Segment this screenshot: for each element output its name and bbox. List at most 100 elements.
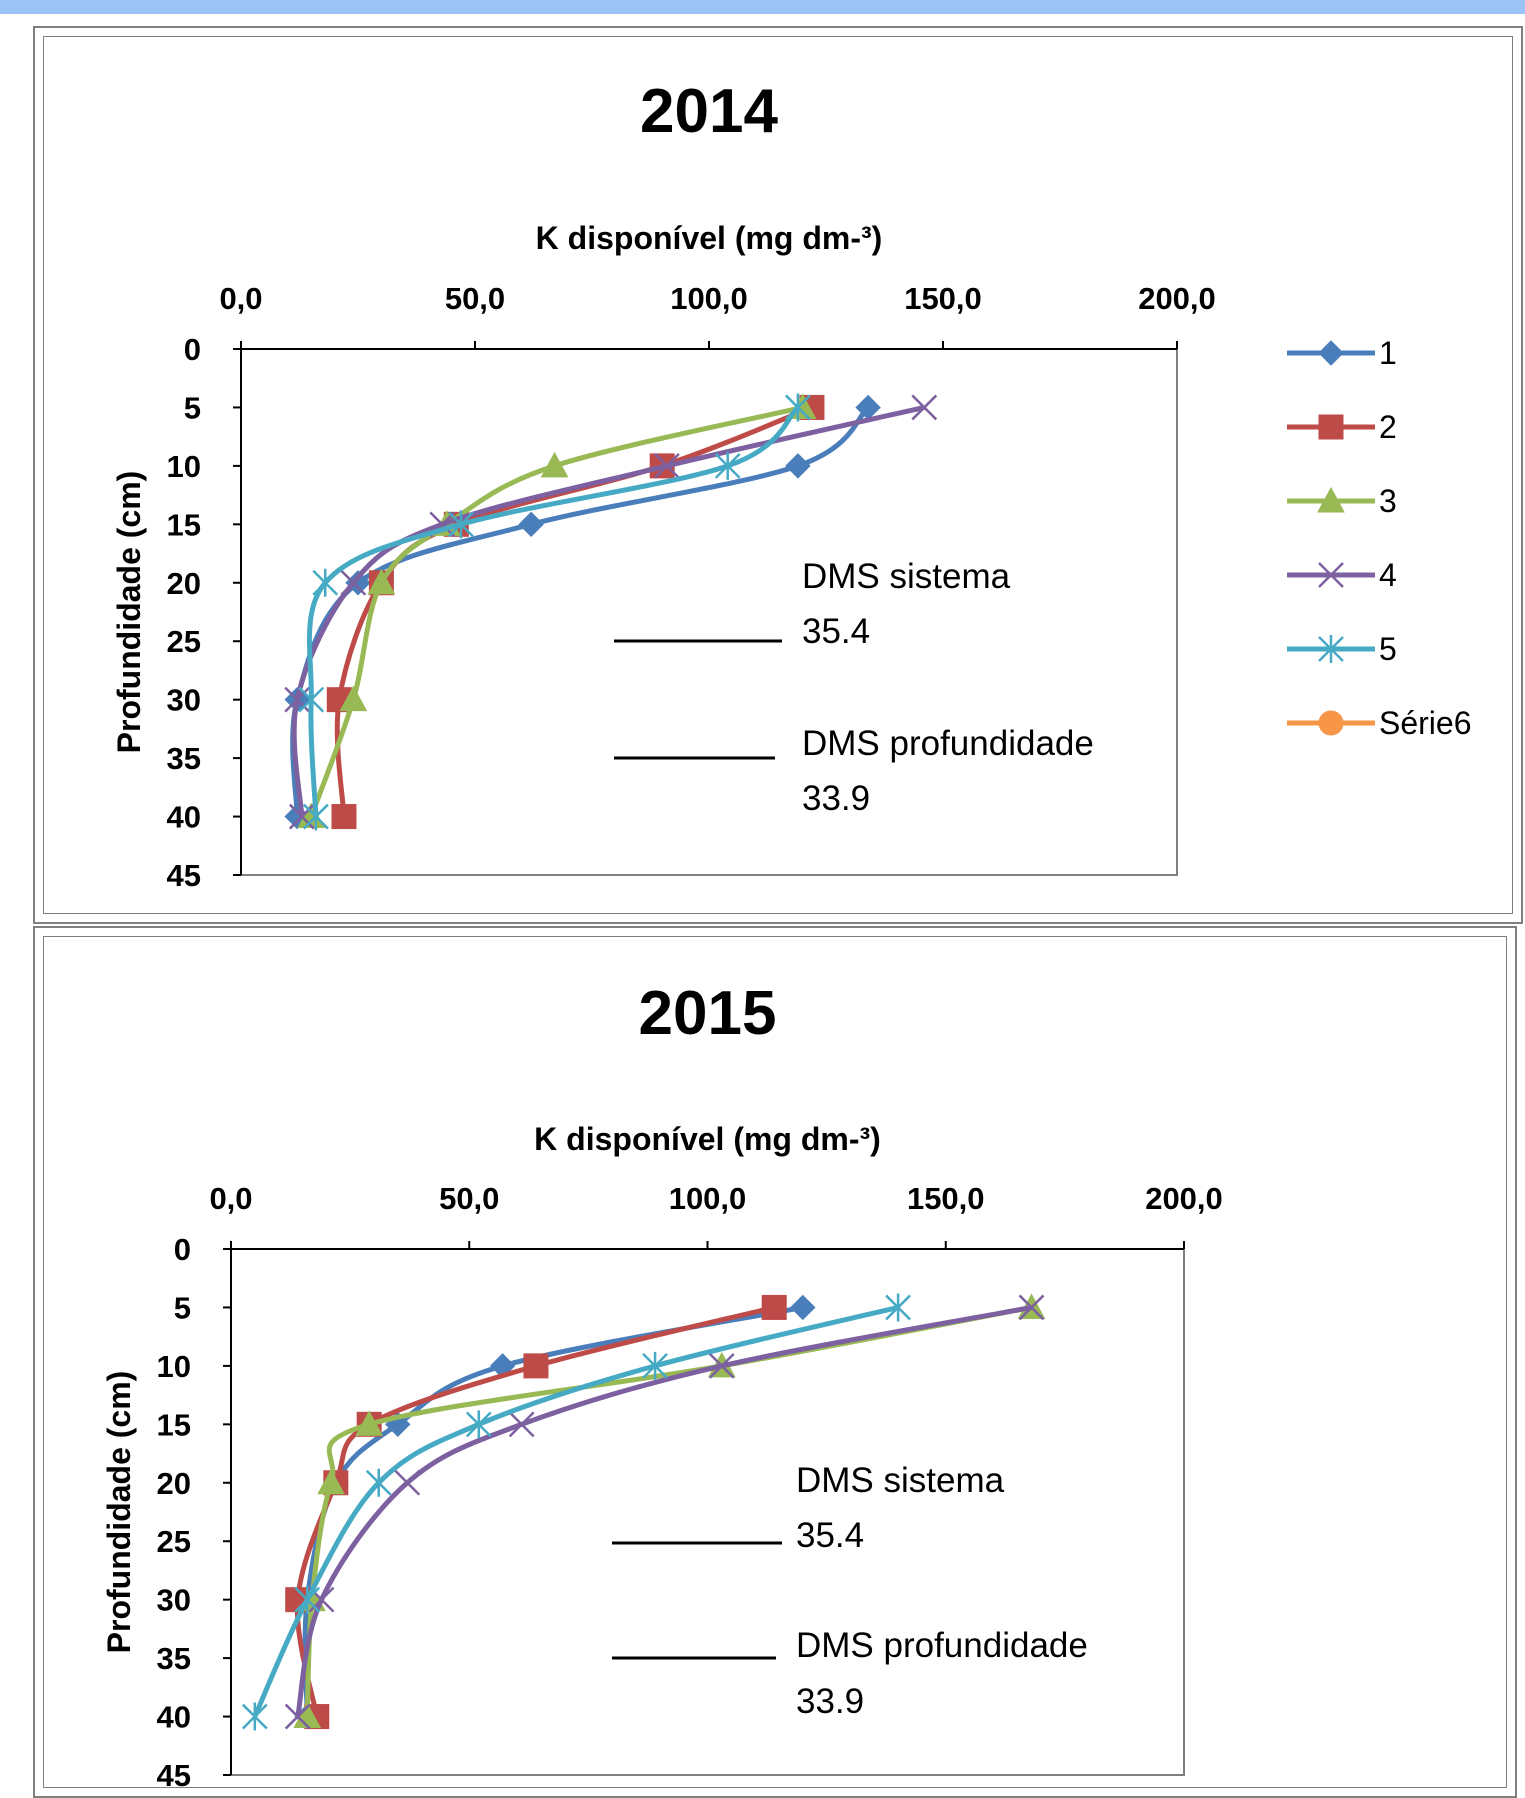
legend-label: 5 xyxy=(1379,631,1397,667)
data-point xyxy=(241,1702,268,1731)
y-tick-label: 35 xyxy=(167,741,201,776)
y-tick-label: 0 xyxy=(184,332,201,367)
dms-value: 33.9 xyxy=(796,1682,864,1721)
y-tick-label: 25 xyxy=(157,1524,191,1559)
data-point xyxy=(284,1703,311,1730)
data-point xyxy=(365,1468,392,1497)
dms-label: DMS profundidade xyxy=(802,724,1094,763)
legend: 1 2 3 4 5 Série6 xyxy=(1287,335,1472,741)
data-point xyxy=(465,1410,492,1439)
data-point xyxy=(790,1294,816,1321)
x-axis-label: K disponível (mg dm-³) xyxy=(534,1121,881,1157)
data-point xyxy=(339,685,368,712)
dms-value: 35.4 xyxy=(796,1516,864,1555)
y-tick-label: 45 xyxy=(167,858,201,893)
legend-label: Série6 xyxy=(1379,705,1472,741)
legend-marker xyxy=(1318,414,1344,440)
data-point xyxy=(448,510,474,539)
chart-title: 2014 xyxy=(640,77,778,146)
y-tick-label: 45 xyxy=(157,1758,191,1793)
x-tick-label: 0,0 xyxy=(219,281,262,316)
x-tick-label: 150,0 xyxy=(904,281,982,316)
y-tick-label: 5 xyxy=(184,390,201,425)
data-point xyxy=(284,686,311,713)
data-point xyxy=(288,803,315,830)
dms-value: 35.4 xyxy=(802,612,870,651)
series-line xyxy=(290,405,870,817)
data-point xyxy=(508,1411,535,1438)
x-tick-label: 200,0 xyxy=(1145,1181,1223,1216)
dms-label: DMS sistema xyxy=(796,1461,1005,1500)
x-tick-label: 50,0 xyxy=(445,281,505,316)
data-point xyxy=(298,685,325,714)
data-point xyxy=(885,1293,911,1322)
y-tick-label: 20 xyxy=(167,566,201,601)
x-axis-label: K disponível (mg dm-³) xyxy=(536,220,883,256)
data-point xyxy=(394,1469,421,1496)
data-point xyxy=(331,804,357,830)
x-tick-label: 200,0 xyxy=(1138,281,1216,316)
y-tick-label: 30 xyxy=(157,1583,191,1618)
chart-frame-2014 xyxy=(33,26,1523,924)
y-axis-label: Profundidade (cm) xyxy=(111,471,147,754)
y-tick-label: 0 xyxy=(174,1232,191,1267)
legend-label: 2 xyxy=(1379,409,1397,445)
y-tick-label: 20 xyxy=(157,1466,191,1501)
legend-marker xyxy=(1317,486,1345,513)
y-tick-label: 40 xyxy=(157,1700,191,1735)
top-bar xyxy=(0,0,1525,14)
data-point xyxy=(302,802,329,831)
chart-title: 2015 xyxy=(639,979,777,1048)
legend-label: 4 xyxy=(1379,557,1397,593)
y-tick-label: 15 xyxy=(167,507,201,542)
data-point xyxy=(785,453,811,479)
data-point xyxy=(312,568,339,597)
data-point xyxy=(294,1585,321,1614)
y-tick-label: 30 xyxy=(167,683,201,718)
dms-label: DMS profundidade xyxy=(796,1626,1088,1665)
y-tick-label: 35 xyxy=(157,1641,191,1676)
legend-marker xyxy=(1318,340,1344,366)
y-tick-label: 15 xyxy=(157,1407,191,1442)
data-point xyxy=(911,394,938,421)
y-axis-label: Profundidade (cm) xyxy=(101,1371,137,1654)
x-tick-label: 100,0 xyxy=(670,281,748,316)
data-point xyxy=(714,451,741,480)
legend-marker xyxy=(1318,562,1344,588)
x-tick-label: 50,0 xyxy=(439,1181,499,1216)
series-5 xyxy=(298,393,811,831)
series-line xyxy=(334,405,813,817)
data-point xyxy=(518,511,544,538)
x-tick-label: 100,0 xyxy=(669,1181,747,1216)
data-point xyxy=(761,1294,787,1320)
data-point xyxy=(523,1353,549,1379)
y-tick-label: 40 xyxy=(167,800,201,835)
x-tick-label: 150,0 xyxy=(907,1181,985,1216)
chart-frame-2015 xyxy=(33,926,1517,1798)
series-2 xyxy=(285,1294,787,1730)
legend-label: 3 xyxy=(1379,483,1397,519)
series-line xyxy=(252,1305,899,1718)
data-point xyxy=(340,569,367,596)
legend-marker xyxy=(1318,710,1344,736)
legend-label: 1 xyxy=(1379,335,1397,371)
y-tick-label: 25 xyxy=(167,624,201,659)
y-tick-label: 10 xyxy=(157,1349,191,1384)
plot-area xyxy=(230,1248,1185,1776)
y-tick-label: 10 xyxy=(167,449,201,484)
data-point xyxy=(540,451,569,478)
y-tick-label: 5 xyxy=(174,1290,191,1325)
data-point xyxy=(367,568,396,595)
data-point xyxy=(708,1353,735,1379)
data-point xyxy=(785,393,811,422)
data-point xyxy=(1018,1294,1045,1321)
series-1 xyxy=(284,394,881,830)
data-point xyxy=(355,1410,384,1436)
x-tick-label: 0,0 xyxy=(209,1181,252,1216)
dms-value: 33.9 xyxy=(802,779,870,818)
series-5 xyxy=(241,1293,911,1731)
data-point xyxy=(317,1468,345,1495)
